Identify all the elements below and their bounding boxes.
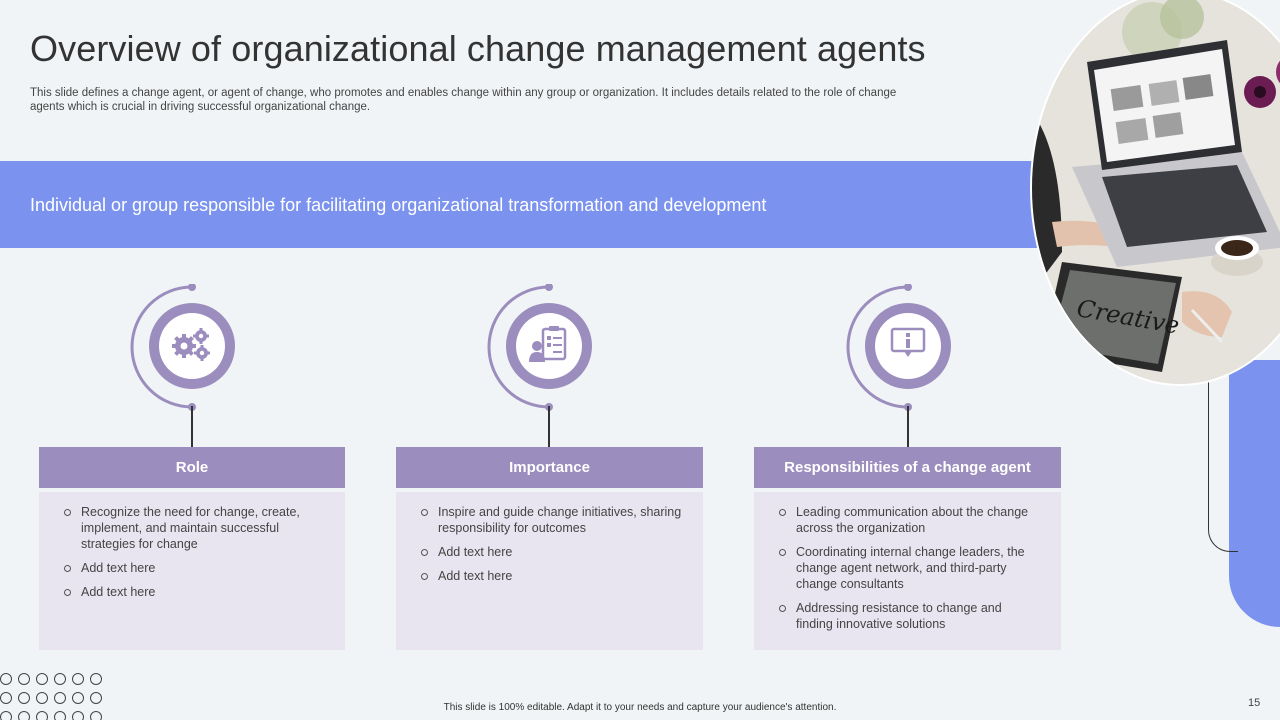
role-icon-badge xyxy=(126,284,256,414)
info-sign-icon xyxy=(890,327,926,366)
responsibilities-icon-badge xyxy=(842,284,972,414)
list-item: Addressing resistance to change and find… xyxy=(779,600,1041,632)
list-item: Leading communication about the change a… xyxy=(779,504,1041,536)
list-item: Add text here xyxy=(421,568,683,584)
banner xyxy=(0,161,1060,248)
list-item: Add text here xyxy=(64,584,325,600)
laptop-tablet-photo: Creative xyxy=(1030,0,1280,386)
role-connector xyxy=(191,406,193,448)
responsibilities-connector xyxy=(907,406,909,448)
clipboard-person-icon xyxy=(529,325,569,367)
role-card-heading: Role xyxy=(39,447,345,488)
list-item: Add text here xyxy=(421,544,683,560)
list-item: Add text here xyxy=(64,560,325,576)
list-item: Coordinating internal change leaders, th… xyxy=(779,544,1041,592)
importance-card-body: Inspire and guide change initiatives, sh… xyxy=(396,492,703,650)
responsibilities-card-body: Leading communication about the change a… xyxy=(754,492,1061,650)
importance-icon-badge xyxy=(483,284,613,414)
banner-text: Individual or group responsible for faci… xyxy=(30,195,767,215)
right-accent-bar xyxy=(1229,360,1280,627)
footer-note: This slide is 100% editable. Adapt it to… xyxy=(443,702,837,713)
gears-icon xyxy=(172,326,212,367)
list-item: Inspire and guide change initiatives, sh… xyxy=(421,505,682,535)
importance-connector xyxy=(548,406,550,448)
list-item: Recognize the need for change, create, i… xyxy=(64,504,325,552)
slide-title: Overview of organizational change manage… xyxy=(30,28,926,69)
responsibilities-card-heading: Responsibilities of a change agent xyxy=(754,447,1061,488)
right-accent-line xyxy=(1208,370,1238,552)
importance-card-heading: Importance xyxy=(396,447,703,488)
decorative-dot-grid xyxy=(0,673,110,720)
slide-subtitle: This slide defines a change agent, or ag… xyxy=(30,87,897,113)
page-number: 15 xyxy=(1248,697,1261,709)
role-card-body: Recognize the need for change, create, i… xyxy=(39,492,345,650)
